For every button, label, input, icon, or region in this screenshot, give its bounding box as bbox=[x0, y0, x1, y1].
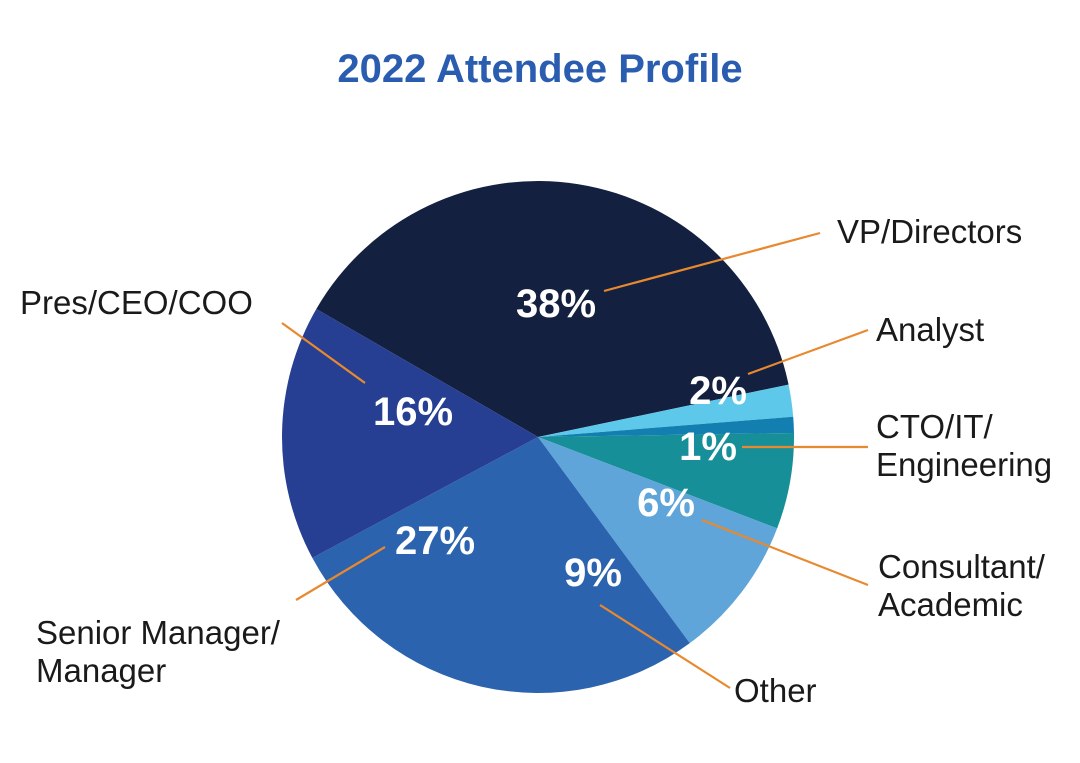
leader-line bbox=[701, 518, 869, 587]
leader-line bbox=[295, 546, 386, 601]
leader-line bbox=[599, 604, 731, 689]
chart-title: 2022 Attendee Profile bbox=[337, 47, 742, 91]
slice-percent-label: 38% bbox=[516, 282, 596, 326]
slice-category-label: Pres/CEO/COO bbox=[20, 284, 253, 321]
leader-line bbox=[747, 328, 869, 376]
pie-slice bbox=[538, 432, 795, 529]
pie-slice bbox=[538, 384, 794, 437]
slice-category-label: Other bbox=[734, 672, 817, 709]
slice-category-label: Consultant/Academic bbox=[878, 548, 1046, 623]
pie-slice bbox=[538, 416, 794, 437]
slice-percent-label: 9% bbox=[564, 551, 622, 595]
slice-percent-label: 1% bbox=[679, 425, 737, 469]
pie-slice bbox=[312, 437, 690, 693]
slice-category-label: VP/Directors bbox=[837, 213, 1022, 250]
pie-slice bbox=[282, 309, 538, 558]
slice-category-label: CTO/IT/Engineering bbox=[876, 408, 1052, 483]
leader-line bbox=[281, 322, 366, 384]
slice-category-label: Analyst bbox=[876, 311, 984, 348]
pie-slice bbox=[316, 181, 789, 437]
slice-percent-label: 2% bbox=[689, 369, 747, 413]
slice-percent-label: 16% bbox=[373, 390, 453, 434]
pie-slice bbox=[538, 437, 778, 644]
slice-percent-label: 27% bbox=[395, 519, 475, 563]
slice-percent-label: 6% bbox=[637, 481, 695, 525]
leader-line bbox=[603, 231, 821, 293]
slice-category-label: Senior Manager/Manager bbox=[36, 614, 281, 689]
